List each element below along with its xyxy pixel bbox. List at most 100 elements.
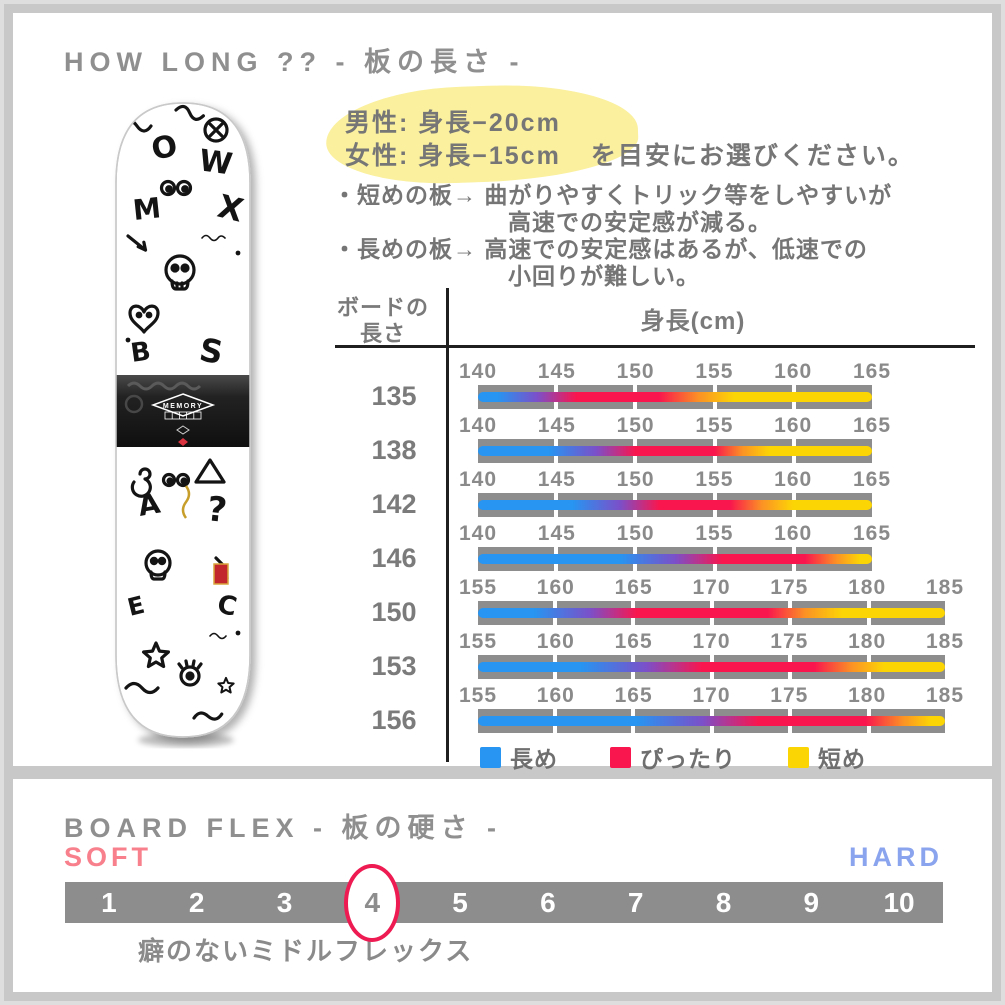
height-bar xyxy=(478,385,872,409)
fit-gradient-strip xyxy=(478,392,872,402)
band-red-mark xyxy=(178,438,188,446)
tick-label: 150 xyxy=(616,360,655,383)
row-header-line2: 長さ xyxy=(359,321,406,346)
tick-label: 160 xyxy=(774,468,813,491)
tick-label: 155 xyxy=(695,414,734,437)
height-bar xyxy=(478,709,945,733)
height-ticks: 140 145 150 155 160 165 xyxy=(459,414,890,438)
snowboard-image: O W M X xyxy=(115,102,251,747)
flex-value-5: 5 xyxy=(452,886,468,918)
height-ticks: 155 160 165 170 175 180 185 xyxy=(459,684,963,708)
circled-x-icon xyxy=(203,117,229,143)
tick-label: 170 xyxy=(692,576,731,599)
tick-label: 140 xyxy=(458,522,498,545)
board-shadow xyxy=(138,733,234,747)
legend-label: 長め xyxy=(510,746,558,772)
fit-gradient-strip xyxy=(478,716,945,726)
tick-label: 165 xyxy=(614,684,653,707)
tick-label: 160 xyxy=(536,576,575,599)
tick-label: 155 xyxy=(458,630,498,653)
bullet-long-board: ・長めの板→ 高速での安定感はあるが、低速での xyxy=(333,236,868,262)
bullet-short-board: ・短めの板→ 曲がりやすくトリック等をしやすいが xyxy=(333,182,893,208)
selected-flex-value: 4 xyxy=(364,886,381,918)
tick-label: 165 xyxy=(614,630,653,653)
tick-label: 175 xyxy=(770,630,809,653)
board-flex-title: BOARD FLEX - 板の硬さ - xyxy=(64,813,502,843)
guide-male: 男性: 身長−20cm xyxy=(345,109,561,137)
tick-label: 160 xyxy=(774,414,813,437)
blue-legend-swatch xyxy=(480,746,501,768)
board-length-label: 146 xyxy=(371,543,417,573)
flex-value-4: 4 xyxy=(328,863,416,942)
guide-suffix: を目安にお選びください。 xyxy=(590,142,915,170)
tick-label: 160 xyxy=(774,522,813,545)
tick-label: 165 xyxy=(852,522,892,545)
red-legend-swatch xyxy=(610,746,631,768)
guide-female-line: 女性: 身長−15cm を目安にお選びください。 xyxy=(345,136,915,172)
legend-label: ぴったり xyxy=(640,746,736,772)
legend-item: 長め xyxy=(480,740,558,774)
tick-label: 155 xyxy=(458,576,498,599)
tick-label: 145 xyxy=(537,360,576,383)
tick-label: 165 xyxy=(852,360,892,383)
tick-label: 165 xyxy=(614,576,653,599)
board-length-label: 156 xyxy=(371,705,417,735)
board-length-label: 138 xyxy=(371,435,417,465)
flex-value-6: 6 xyxy=(540,886,556,918)
height-bar xyxy=(478,493,872,517)
tick-label: 155 xyxy=(695,468,734,491)
flex-value-2: 2 xyxy=(188,886,205,918)
hard-label: HARD xyxy=(849,842,943,872)
bullet-short-board-2: 高速での安定感が減る。 xyxy=(508,209,772,235)
eyes-icon xyxy=(161,472,191,488)
tick-label: 185 xyxy=(925,630,965,653)
red-sticker xyxy=(213,563,229,585)
height-bar xyxy=(478,547,872,571)
svg-text:E: E xyxy=(125,591,148,622)
row-header-line1: ボードの xyxy=(336,295,429,320)
fit-gradient-strip xyxy=(478,662,945,672)
fit-gradient-strip xyxy=(478,554,872,564)
legend-item: ぴったり xyxy=(610,740,736,774)
star-icon xyxy=(142,641,170,669)
skull-icon xyxy=(144,549,172,581)
tick-label: 165 xyxy=(852,414,892,437)
legend-label: 短め xyxy=(818,746,866,772)
how-long-panel: HOW LONG ?? - 板の長さ - xyxy=(13,13,992,772)
flex-value-1: 1 xyxy=(101,886,117,918)
tick-label: 180 xyxy=(848,576,887,599)
fit-legend: 長め ぴったり 短め xyxy=(480,740,866,774)
flex-value-3: 3 xyxy=(276,886,293,918)
guide-female: 女性: 身長−15cm xyxy=(345,142,561,170)
flex-value-8: 8 xyxy=(715,886,732,918)
table-vertical-line xyxy=(446,288,449,762)
height-bar xyxy=(478,439,872,463)
board-length-label: 153 xyxy=(371,651,417,681)
svg-text:?: ? xyxy=(205,489,229,531)
tick-label: 180 xyxy=(848,630,887,653)
how-long-title: HOW LONG ?? - 板の長さ - xyxy=(64,47,525,77)
arrow-icon xyxy=(126,234,148,252)
eyes-icon xyxy=(159,179,193,197)
yellow-legend-swatch xyxy=(788,746,809,768)
tick-label: 155 xyxy=(695,360,734,383)
tick-label: 140 xyxy=(458,468,498,491)
tick-label: 150 xyxy=(616,522,655,545)
tick-label: 160 xyxy=(774,360,813,383)
board-length-label: 135 xyxy=(371,381,417,411)
tick-label: 185 xyxy=(925,576,965,599)
tick-label: 140 xyxy=(458,360,498,383)
height-ticks: 140 145 150 155 160 165 xyxy=(459,522,890,546)
svg-text:M: M xyxy=(131,191,162,227)
tick-label: 170 xyxy=(692,630,731,653)
height-ticks: 155 160 165 170 175 180 185 xyxy=(459,630,963,654)
tick-label: 145 xyxy=(537,468,576,491)
tick-label: 165 xyxy=(852,468,892,491)
fit-gradient-strip xyxy=(478,608,945,618)
spiral-icon xyxy=(130,467,152,498)
board-length-label: 150 xyxy=(371,597,417,627)
tick-label: 140 xyxy=(458,414,498,437)
eye-icon xyxy=(177,659,203,687)
